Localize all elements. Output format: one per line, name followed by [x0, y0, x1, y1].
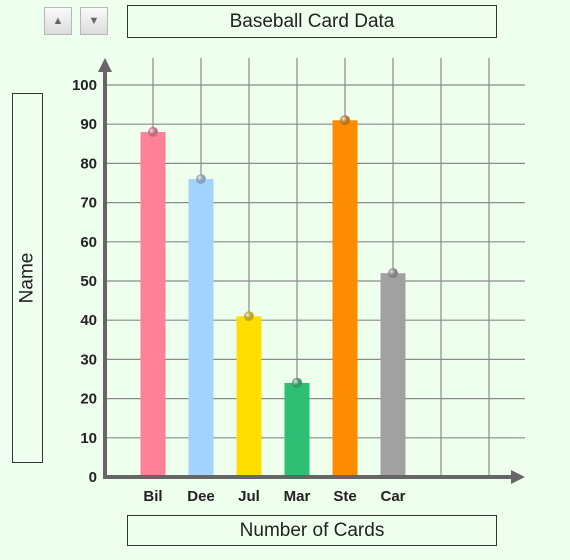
- x-tick-label: Car: [380, 488, 405, 505]
- x-axis-label: Number of Cards: [239, 519, 385, 541]
- y-tick-label: 50: [80, 273, 97, 290]
- x-tick-label: Mar: [284, 488, 311, 505]
- y-tick-label: 30: [80, 351, 97, 368]
- bar-mar: [284, 382, 310, 477]
- chart-title-box[interactable]: Baseball Card Data: [127, 5, 497, 38]
- x-axis-label-box[interactable]: Number of Cards: [127, 515, 497, 546]
- y-tick-label: 60: [80, 234, 97, 251]
- y-tick-label: 100: [72, 77, 97, 94]
- y-tick-labels: 0 10 20 30 40 50 60 70 80 90 100: [72, 77, 97, 486]
- y-axis-arrow: [98, 58, 112, 72]
- bar-handle-shine: [196, 174, 206, 185]
- bar-handle-shine: [244, 311, 254, 322]
- bar-handle-shine: [292, 377, 302, 388]
- x-tick-label: Jul: [238, 488, 260, 505]
- y-tick-label: 90: [80, 116, 97, 133]
- bars: [140, 115, 406, 478]
- grid-lines: [105, 58, 525, 477]
- axes: [98, 58, 525, 484]
- bar-dee: [188, 179, 214, 477]
- x-tick-labels: Bil Dee Jul Mar Ste Car: [143, 488, 405, 505]
- bar-jul: [236, 316, 262, 477]
- x-tick-label: Ste: [333, 488, 356, 505]
- triangle-down-icon: ▼: [88, 15, 100, 27]
- bar-handle-shine: [148, 127, 158, 138]
- bar-car: [380, 273, 406, 477]
- x-axis-arrow: [511, 470, 525, 484]
- y-tick-label: 0: [89, 469, 97, 486]
- chart-title: Baseball Card Data: [229, 10, 395, 32]
- x-tick-label: Dee: [187, 488, 215, 505]
- y-tick-label: 40: [80, 312, 97, 329]
- bar-ste: [332, 120, 358, 477]
- spin-up-button[interactable]: ▲: [44, 7, 72, 35]
- y-axis-label-box[interactable]: Name: [12, 93, 43, 463]
- y-tick-label: 70: [80, 195, 97, 212]
- y-tick-label: 20: [80, 391, 97, 408]
- x-tick-label: Bil: [143, 488, 162, 505]
- spin-down-button[interactable]: ▼: [80, 7, 108, 35]
- bar-bil: [140, 132, 166, 478]
- triangle-up-icon: ▲: [52, 15, 64, 27]
- y-tick-label: 10: [80, 430, 97, 447]
- bar-handle-shine: [340, 115, 350, 126]
- y-tick-label: 80: [80, 155, 97, 172]
- bar-handle-shine: [388, 268, 398, 279]
